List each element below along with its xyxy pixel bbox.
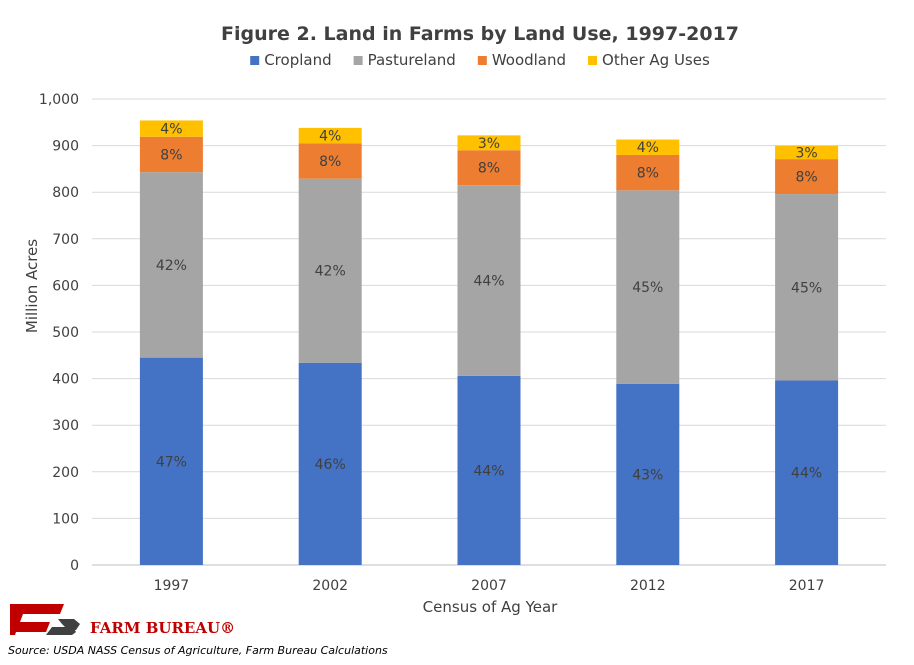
legend: Cropland Pastureland Woodland Other Ag Uses	[250, 51, 710, 69]
data-label: 8%	[478, 161, 500, 177]
x-axis-ticks: 1997 2002 2007 2012 2017	[154, 578, 825, 594]
x-tick-label: 2017	[789, 578, 825, 594]
data-label: 8%	[319, 154, 341, 170]
data-label: 43%	[632, 467, 663, 483]
bar-woodland-2017	[775, 159, 839, 195]
legend-label: Other Ag Uses	[602, 51, 710, 69]
bar-woodland-2002	[298, 143, 362, 179]
bar-pastureland-2012	[616, 190, 680, 384]
y-tick-label: 500	[52, 325, 79, 341]
legend-label: Woodland	[492, 51, 566, 69]
y-tick-label: 100	[52, 511, 79, 527]
data-label: 42%	[156, 258, 187, 274]
y-axis-ticks: 0 100 200 300 400 500 600 700 800 900 1,000	[39, 92, 79, 574]
bar-cropland-2017	[775, 380, 839, 565]
legend-swatch	[477, 56, 487, 65]
y-tick-label: 300	[52, 418, 79, 434]
data-label: 4%	[637, 140, 659, 156]
data-label: 8%	[160, 147, 182, 163]
bar-cropland-2007	[457, 375, 521, 565]
farm-bureau-mark-icon	[10, 604, 80, 635]
data-label: 3%	[795, 145, 817, 161]
data-label: 47%	[156, 454, 187, 470]
data-label: 42%	[315, 264, 346, 280]
y-tick-label: 200	[52, 465, 79, 481]
x-tick-label: 2012	[630, 578, 666, 594]
x-axis-title: Census of Ag Year	[423, 598, 558, 616]
bar-pastureland-2007	[457, 185, 521, 376]
data-label: 44%	[473, 274, 504, 290]
bar-cropland-2012	[616, 383, 680, 565]
y-tick-label: 1,000	[39, 92, 79, 108]
data-label: 4%	[319, 129, 341, 145]
bar-woodland-2007	[457, 150, 521, 186]
data-label: 44%	[791, 466, 822, 482]
y-tick-label: 600	[52, 278, 79, 294]
data-label: 46%	[315, 457, 346, 473]
y-axis-title: Million Acres	[23, 239, 41, 333]
bar-woodland-1997	[139, 136, 203, 173]
legend-label: Cropland	[264, 51, 331, 69]
chart-title: Figure 2. Land in Farms by Land Use, 199…	[221, 23, 739, 45]
farm-bureau-wordmark: FARM BUREAU®	[90, 619, 235, 637]
y-tick-label: 800	[52, 185, 79, 201]
data-label: 45%	[632, 280, 663, 296]
bar-other-ag-uses-2017	[775, 145, 839, 160]
x-tick-label: 1997	[154, 578, 190, 594]
legend-label: Pastureland	[368, 51, 456, 69]
bars: 47% 42% 8% 4% 46% 42% 8% 4% 44% 44% 8% 3% 43% 45% 8% 4%…	[139, 120, 839, 565]
x-tick-label: 2002	[312, 578, 348, 594]
data-label: 45%	[791, 280, 822, 296]
legend-swatch	[353, 56, 363, 65]
data-label: 8%	[637, 166, 659, 182]
bar-other-ag-uses-2012	[616, 139, 680, 155]
data-label: 44%	[473, 463, 504, 479]
bar-pastureland-1997	[139, 172, 203, 358]
bar-cropland-1997	[139, 357, 203, 565]
bar-other-ag-uses-2002	[298, 127, 362, 144]
farm-bureau-logo: FARM BUREAU®	[10, 604, 235, 637]
bar-other-ag-uses-2007	[457, 135, 521, 151]
y-tick-label: 700	[52, 232, 79, 248]
bar-pastureland-2002	[298, 178, 362, 363]
data-label: 4%	[160, 122, 182, 138]
bar-cropland-2002	[298, 362, 362, 565]
bar-other-ag-uses-1997	[139, 120, 203, 137]
data-label: 8%	[795, 170, 817, 186]
data-label: 3%	[478, 136, 500, 152]
y-tick-label: 400	[52, 372, 79, 388]
x-tick-label: 2007	[471, 578, 507, 594]
legend-swatch	[588, 56, 598, 65]
legend-swatch	[250, 56, 260, 65]
source-note: Source: USDA NASS Census of Agriculture,…	[8, 644, 388, 657]
y-tick-label: 900	[52, 139, 79, 155]
bar-pastureland-2017	[775, 194, 839, 381]
y-tick-label: 0	[70, 558, 79, 574]
bar-woodland-2012	[616, 154, 680, 191]
